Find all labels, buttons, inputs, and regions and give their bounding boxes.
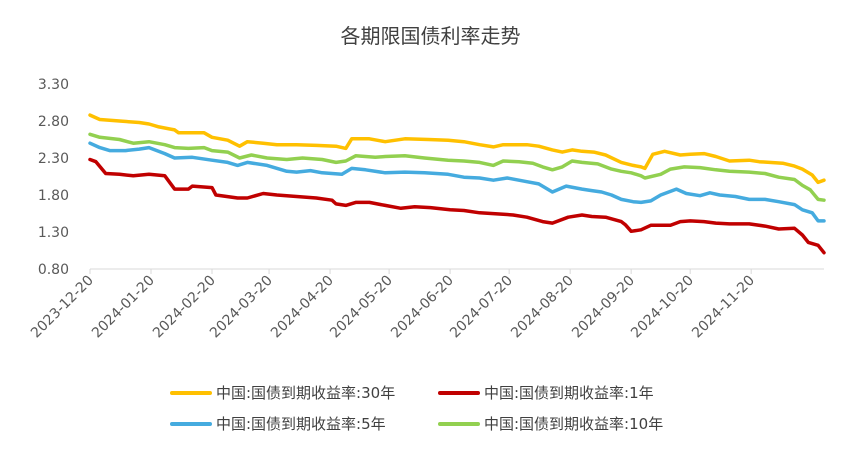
legend-label-10y: 中国:国债到期收益率:10年 [484, 415, 664, 433]
legend-item-5y[interactable]: 中国:国债到期收益率:5年 [170, 413, 386, 434]
y-tick-label: 1.30 [38, 225, 69, 241]
x-axis: 2023-12-202024-01-202024-02-202024-03-20… [28, 268, 824, 342]
y-tick-label: 3.30 [38, 77, 69, 93]
legend-swatch-10y [438, 421, 480, 426]
y-tick-label: 2.80 [38, 114, 69, 130]
y-tick-label: 1.80 [38, 188, 69, 204]
legend-label-30y: 中国:国债到期收益率:30年 [216, 384, 396, 402]
x-tick-label: 2024-07-20 [447, 273, 516, 342]
legend-swatch-5y [170, 421, 212, 426]
x-tick-label: 2024-09-20 [569, 273, 638, 342]
x-tick-label: 2024-05-20 [327, 273, 396, 342]
x-tick-label: 2024-10-20 [628, 273, 697, 342]
y-tick-label: 2.30 [38, 151, 69, 167]
legend-item-1y[interactable]: 中国:国债到期收益率:1年 [438, 382, 654, 403]
x-tick-label: 2024-06-20 [388, 273, 457, 342]
series-line-30y [88, 113, 826, 185]
chart-title: 各期限国债利率走势 [340, 24, 521, 48]
series-line-1y [88, 157, 826, 255]
legend-swatch-1y [438, 390, 480, 395]
x-tick-label: 2024-08-20 [508, 273, 577, 342]
legend-label-5y: 中国:国债到期收益率:5年 [216, 415, 386, 433]
series-lines [88, 113, 826, 255]
x-tick-label: 2024-04-20 [268, 273, 337, 342]
series-line-5y [88, 141, 826, 223]
legend-swatch-30y [170, 390, 212, 395]
legend-item-10y[interactable]: 中国:国债到期收益率:10年 [438, 413, 663, 434]
legend-label-1y: 中国:国债到期收益率:1年 [484, 384, 654, 402]
series-line-10y [88, 132, 826, 202]
x-tick-label: 2024-11-20 [689, 273, 758, 342]
y-axis: 0.80 1.30 1.80 2.30 2.80 3.30 [38, 77, 69, 278]
legend-item-30y[interactable]: 中国:国债到期收益率:30年 [170, 382, 395, 403]
x-tick-label: 2024-01-20 [89, 273, 158, 342]
y-tick-label: 0.80 [38, 262, 69, 278]
x-tick-label: 2023-12-20 [28, 273, 97, 342]
